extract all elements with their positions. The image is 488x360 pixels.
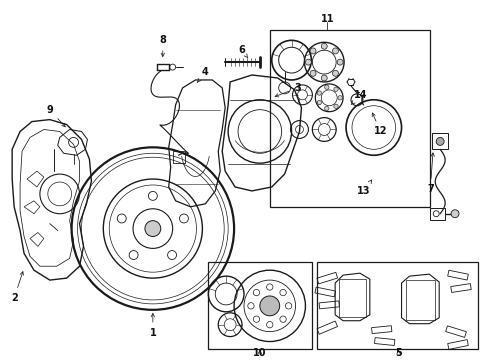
Circle shape [332, 70, 338, 76]
Text: 12: 12 [371, 113, 386, 136]
Text: 7: 7 [426, 153, 433, 194]
Text: 5: 5 [394, 348, 401, 359]
Text: 14: 14 [350, 90, 367, 104]
Text: 8: 8 [159, 35, 166, 57]
Bar [339, 279, 365, 317]
Circle shape [144, 221, 161, 237]
Circle shape [309, 70, 315, 76]
Circle shape [321, 75, 326, 81]
Text: 13: 13 [356, 180, 371, 196]
Bar [269, 30, 429, 207]
Circle shape [332, 48, 338, 54]
Circle shape [317, 100, 321, 105]
Circle shape [450, 210, 458, 218]
Text: 4: 4 [197, 67, 208, 82]
Circle shape [324, 106, 328, 111]
Bar [317, 262, 477, 350]
Circle shape [305, 59, 311, 65]
Bar [405, 280, 434, 320]
Bar [208, 262, 312, 350]
Text: 9: 9 [46, 105, 65, 127]
Circle shape [321, 43, 326, 49]
Text: 6: 6 [238, 45, 247, 58]
Circle shape [333, 87, 338, 91]
Circle shape [324, 85, 328, 89]
Circle shape [333, 104, 338, 108]
Text: 11: 11 [320, 14, 333, 23]
Text: 2: 2 [11, 272, 23, 303]
Text: 1: 1 [149, 314, 156, 338]
Circle shape [317, 91, 321, 95]
Circle shape [259, 296, 279, 316]
Circle shape [337, 96, 342, 100]
Text: 10: 10 [253, 348, 266, 359]
Text: 3: 3 [275, 83, 300, 97]
Circle shape [435, 138, 443, 145]
Circle shape [336, 59, 343, 65]
Circle shape [309, 48, 315, 54]
